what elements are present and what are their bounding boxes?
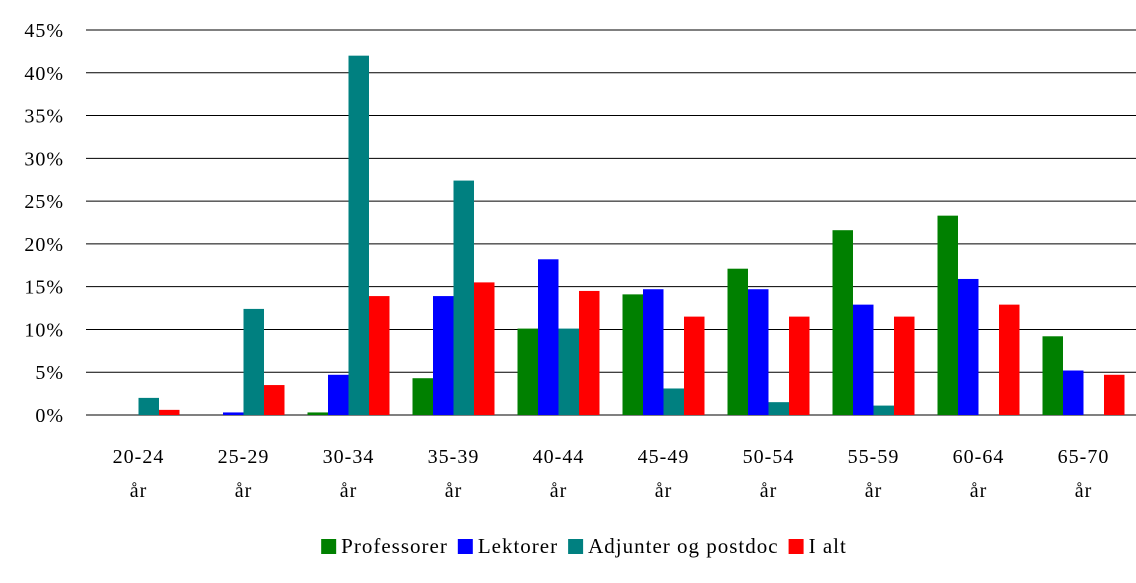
x-tick-label-line: 60-64 (953, 446, 1005, 468)
x-tick-label: 20-24 år (113, 446, 165, 502)
bar-lektorer (433, 296, 454, 415)
y-tick-label: 40% (24, 63, 64, 85)
bar-lektorer (958, 278, 979, 415)
x-tick-label-line: år (550, 480, 568, 502)
x-tick-label-line: 35-39 (428, 446, 480, 468)
y-tick-label: 0% (35, 405, 64, 427)
x-tick-label-line: 65-70 (1058, 446, 1110, 468)
bar-professorer (1042, 336, 1063, 415)
bar-lektorer (853, 304, 874, 415)
bar-lektorer (643, 289, 664, 415)
bar-adjunter-og-postdoc (663, 388, 684, 415)
x-tick-label-line: år (655, 480, 673, 502)
x-tick-label-line: 25-29 (218, 446, 270, 468)
bar-adjunter-og-postdoc (453, 180, 474, 415)
x-tick-label-line: 30-34 (323, 446, 375, 468)
bar-i-alt (894, 316, 915, 415)
bar-lektorer (223, 412, 244, 415)
legend-item: Professorer (321, 534, 448, 558)
bar-i-alt (999, 304, 1020, 415)
bar-i-alt (579, 290, 600, 415)
y-tick-label: 30% (24, 148, 64, 170)
x-tick-label-line: år (760, 480, 778, 502)
legend-label: I alt (809, 534, 847, 558)
bar-i-alt (789, 316, 810, 415)
bar-professorer (622, 294, 643, 415)
bar-professorer (412, 378, 433, 415)
y-tick-label: 5% (35, 362, 64, 384)
x-tick-label: 60-64 år (953, 446, 1005, 502)
legend-swatch (457, 539, 473, 554)
legend-item: Adjunter og postdoc (568, 534, 778, 558)
legend-swatch (788, 539, 804, 554)
bar-lektorer (748, 289, 769, 415)
bars (138, 55, 1125, 416)
x-tick-label-line: 45-49 (638, 446, 690, 468)
bar-i-alt (1104, 374, 1125, 415)
legend-item: I alt (788, 534, 847, 558)
bar-i-alt (369, 296, 390, 415)
legend-swatch (568, 539, 584, 554)
x-tick-label-line: 50-54 (743, 446, 795, 468)
x-tick-label: 45-49 år (638, 446, 690, 502)
bar-professorer (937, 215, 958, 415)
x-tick-label-line: 20-24 (113, 446, 165, 468)
bar-professorer (517, 328, 538, 415)
x-tick-label: 55-59 år (848, 446, 900, 502)
bar-i-alt (684, 316, 705, 415)
bar-adjunter-og-postdoc (558, 328, 579, 415)
legend-item: Lektorer (457, 534, 558, 558)
y-tick-label: 10% (24, 319, 64, 341)
x-tick-label-line: år (865, 480, 883, 502)
x-tick-label-line: år (445, 480, 463, 502)
x-tick-label-line: år (235, 480, 253, 502)
y-tick-label: 20% (24, 234, 64, 256)
bar-adjunter-og-postdoc (138, 397, 159, 415)
x-tick-label: 40-44 år (533, 446, 585, 502)
bar-adjunter-og-postdoc (873, 405, 894, 415)
x-tick-label-line: 40-44 (533, 446, 585, 468)
x-tick-label-line: år (970, 480, 988, 502)
legend-label: Professorer (341, 534, 448, 558)
bar-lektorer (1063, 370, 1084, 415)
bar-professorer (727, 268, 748, 415)
bar-professorer (832, 230, 853, 415)
bar-lektorer (328, 374, 349, 415)
bar-adjunter-og-postdoc (348, 55, 369, 416)
bar-adjunter-og-postdoc (243, 308, 264, 415)
y-tick-label: 25% (24, 191, 64, 213)
x-tick-label-line: år (1075, 480, 1093, 502)
x-tick-label-line: år (130, 480, 148, 502)
x-tick-label: 50-54 år (743, 446, 795, 502)
y-tick-label: 45% (24, 20, 64, 42)
legend-label: Lektorer (478, 534, 558, 558)
bar-i-alt (474, 282, 495, 415)
bar-adjunter-og-postdoc (768, 402, 789, 415)
bar-i-alt (159, 409, 180, 415)
bar-professorer (307, 412, 328, 415)
x-tick-label-line: 55-59 (848, 446, 900, 468)
bar-lektorer (538, 259, 559, 415)
x-tick-label-line: år (340, 480, 358, 502)
x-tick-label: 30-34 år (323, 446, 375, 502)
legend-label: Adjunter og postdoc (588, 534, 778, 558)
y-axis: 0% 5% 10% 15% 20% 25% 30% 35% 40% 45% (24, 20, 64, 427)
x-tick-label: 65-70 år (1058, 446, 1110, 502)
y-tick-label: 15% (24, 277, 64, 299)
legend-swatch (321, 539, 337, 554)
x-tick-label: 35-39 år (428, 446, 480, 502)
legend: Professorer Lektorer Adjunter og postdoc I … (321, 534, 847, 558)
bar-i-alt (264, 385, 285, 415)
y-tick-label: 35% (24, 106, 64, 128)
x-tick-label: 25-29 år (218, 446, 270, 502)
